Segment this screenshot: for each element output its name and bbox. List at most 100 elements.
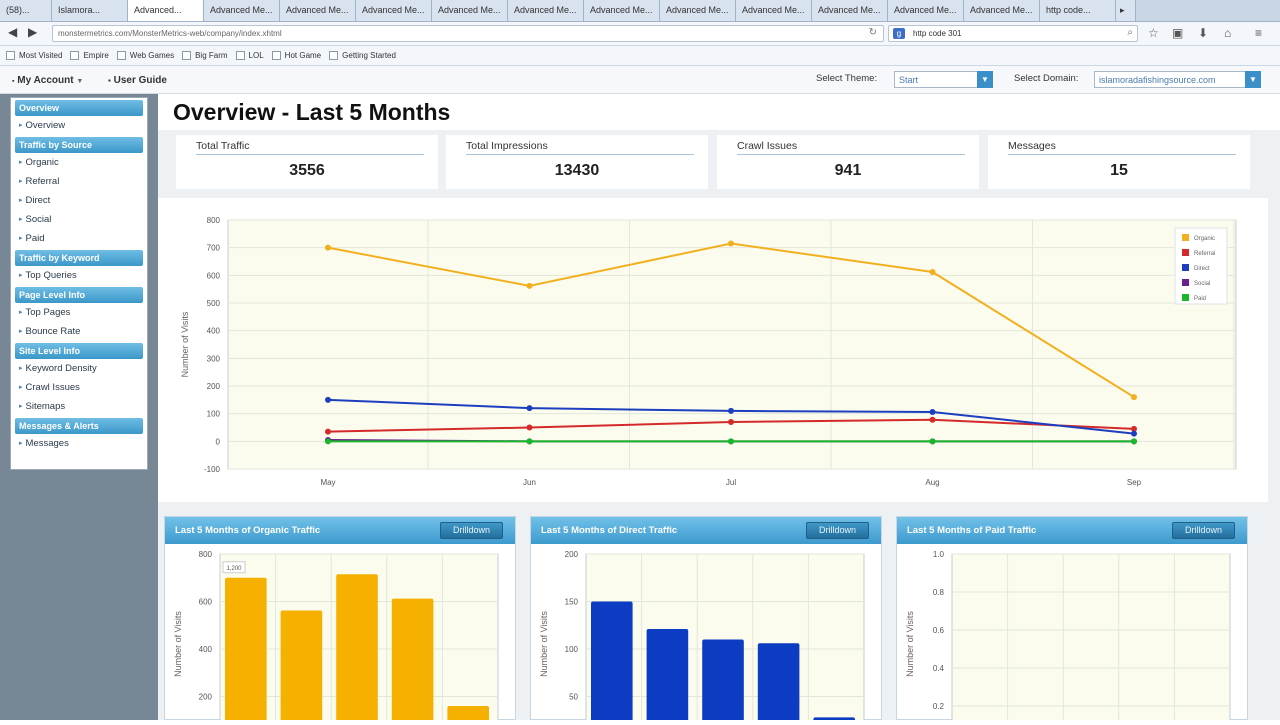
sidebar-item-organic[interactable]: ▸ Organic (11, 153, 147, 172)
data-point-direct[interactable] (929, 409, 936, 416)
drilldown-button[interactable]: Drilldown (806, 522, 869, 539)
bar-aug[interactable] (391, 598, 434, 725)
sidebar-item-messages[interactable]: ▸ Messages (11, 434, 147, 453)
sidebar-section-page-level-info[interactable]: Page Level Info (15, 287, 143, 303)
browser-tab[interactable]: Advanced Me... (812, 0, 888, 21)
y-axis-label: Number of Visits (180, 311, 190, 377)
drilldown-button[interactable]: Drilldown (1172, 522, 1235, 539)
data-point-referral[interactable] (728, 418, 734, 425)
bar-jul[interactable] (336, 574, 378, 725)
sidebar-section-messages-alerts[interactable]: Messages & Alerts (15, 418, 143, 434)
search-engine-icon[interactable]: g (893, 28, 905, 39)
theme-select[interactable]: Start ▼ (894, 71, 993, 88)
sidebar-item-bounce-rate[interactable]: ▸ Bounce Rate (11, 322, 147, 341)
data-point-organic[interactable] (526, 282, 533, 289)
browser-tab[interactable]: (58)... (0, 0, 52, 21)
data-point-referral[interactable] (1131, 425, 1137, 432)
paid-bar-chart: 1.0 0.8 0.6 0.4 0.2 Number of Visits (905, 550, 1231, 725)
bullet-icon: ▸ (19, 216, 23, 223)
data-point-direct[interactable] (728, 407, 734, 414)
back-icon[interactable]: ◀ (8, 25, 18, 39)
data-point-organic[interactable] (1131, 394, 1137, 401)
menu-icon[interactable]: ≡ (1255, 26, 1263, 40)
search-input[interactable]: g http code 301 ⌕ (888, 25, 1138, 42)
bar-jun[interactable] (646, 629, 689, 725)
chevron-down-icon[interactable]: ▼ (977, 71, 993, 88)
forward-icon[interactable]: ▶ (28, 25, 38, 39)
domain-select[interactable]: islamoradafishingsource.com ▼ (1094, 71, 1261, 88)
sidebar-item-social[interactable]: ▸ Social (11, 210, 147, 229)
bookmark-star-icon[interactable]: ☆ (1148, 26, 1159, 40)
browser-tab[interactable]: Advanced Me... (584, 0, 660, 21)
home-icon[interactable]: ⌂ (1224, 26, 1232, 40)
my-account-menu[interactable]: ▪ My Account ▼ (12, 75, 83, 86)
browser-tab[interactable]: Advanced Me... (508, 0, 584, 21)
panel-paid: Last 5 Months of Paid Traffic Drilldown … (896, 516, 1248, 725)
data-point-referral[interactable] (526, 424, 533, 431)
bar-aug[interactable] (757, 643, 800, 725)
bookmark-most-visited[interactable]: Most Visited (6, 51, 62, 60)
data-point-paid[interactable] (1131, 438, 1137, 445)
legend-label: Referral (1194, 251, 1215, 257)
drilldown-button[interactable]: Drilldown (440, 522, 503, 539)
sidebar-item-overview[interactable]: ▸ Overview (11, 116, 147, 135)
browser-tab[interactable]: Islamora... (52, 0, 128, 21)
sidebar-item-crawl-issues[interactable]: ▸ Crawl Issues (11, 378, 147, 397)
sidebar-item-keyword-density[interactable]: ▸ Keyword Density (11, 359, 147, 378)
url-bar[interactable]: monstermetrics.com/MonsterMetrics-web/co… (52, 25, 884, 42)
bar-may[interactable] (225, 577, 267, 725)
data-point-referral[interactable] (325, 428, 331, 435)
sidebar-item-direct[interactable]: ▸ Direct (11, 191, 147, 210)
data-point-organic[interactable] (325, 244, 331, 251)
data-point-direct[interactable] (1131, 430, 1137, 437)
sidebar-item-top-pages[interactable]: ▸ Top Pages (11, 303, 147, 322)
download-icon[interactable]: ⬇ (1198, 26, 1209, 40)
bookmark-label: Web Games (129, 51, 175, 60)
sidebar-section-overview[interactable]: Overview (15, 100, 143, 116)
sidebar-item-sitemaps[interactable]: ▸ Sitemaps (11, 397, 147, 416)
user-guide-link[interactable]: ▪ User Guide (108, 75, 167, 86)
bookmarks-menu-icon[interactable]: ▣ (1172, 26, 1184, 40)
sidebar-item-top-queries[interactable]: ▸ Top Queries (11, 266, 147, 285)
browser-tab[interactable]: Advanced... (128, 0, 204, 21)
browser-tab[interactable]: Advanced Me... (432, 0, 508, 21)
bookmark-hot-game[interactable]: Hot Game (271, 51, 321, 60)
browser-tab[interactable]: Advanced Me... (280, 0, 356, 21)
data-point-paid[interactable] (929, 438, 936, 445)
browser-tab[interactable]: Advanced Me... (204, 0, 280, 21)
data-point-paid[interactable] (728, 438, 734, 445)
data-point-referral[interactable] (929, 416, 936, 423)
reload-icon[interactable]: ↻ (868, 27, 877, 38)
bookmark-getting-started[interactable]: Getting Started (329, 51, 396, 60)
bar-jun[interactable] (280, 610, 323, 725)
data-point-direct[interactable] (526, 405, 533, 412)
sidebar-section-site-level-info[interactable]: Site Level Info (15, 343, 143, 359)
sidebar-section-traffic-by-keyword[interactable]: Traffic by Keyword (15, 250, 143, 266)
data-point-direct[interactable] (325, 396, 331, 403)
bookmark-web-games[interactable]: Web Games (116, 51, 175, 60)
data-point-paid[interactable] (325, 438, 331, 445)
bar-sep[interactable] (447, 706, 489, 725)
browser-tab[interactable]: Advanced Me... (660, 0, 736, 21)
stat-card-total-traffic: Total Traffic 3556 (176, 135, 438, 189)
data-point-organic[interactable] (728, 240, 734, 247)
sidebar-section-traffic-by-source[interactable]: Traffic by Source (15, 137, 143, 153)
bar-jul[interactable] (702, 639, 744, 725)
chevron-down-icon[interactable]: ▼ (1245, 71, 1261, 88)
browser-tab[interactable]: Advanced Me... (964, 0, 1040, 21)
y-axis-label: Number of Visits (905, 611, 915, 677)
bookmark-big-farm[interactable]: Big Farm (182, 51, 228, 60)
browser-tab[interactable]: Advanced Me... (356, 0, 432, 21)
bookmark-lol[interactable]: LOL (235, 51, 264, 60)
browser-tab[interactable]: Advanced Me... (888, 0, 964, 21)
browser-tab[interactable]: Advanced Me... (736, 0, 812, 21)
bar-may[interactable] (591, 601, 633, 725)
sidebar-item-paid[interactable]: ▸ Paid (11, 229, 147, 248)
data-point-paid[interactable] (526, 438, 533, 445)
data-point-organic[interactable] (929, 269, 936, 276)
browser-tab[interactable]: http code... (1040, 0, 1116, 21)
bookmark-empire[interactable]: Empire (70, 51, 109, 60)
magnifier-icon[interactable]: ⌕ (1127, 27, 1133, 38)
sidebar-item-referral[interactable]: ▸ Referral (11, 172, 147, 191)
tab-scroll-right-icon[interactable]: ▸ (1116, 0, 1136, 21)
